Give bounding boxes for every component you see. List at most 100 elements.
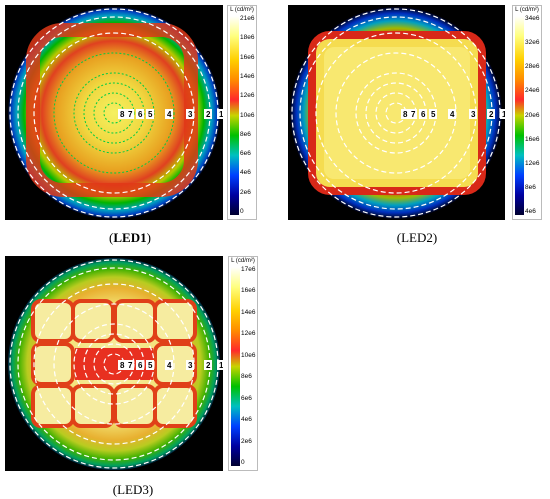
- colorbar-gradient: [515, 16, 524, 215]
- colorbar-tick: 12e6: [241, 330, 256, 338]
- ring-label: 7: [411, 110, 416, 119]
- colorbar-tick: 14e6: [240, 72, 255, 80]
- ring-label: 4: [167, 361, 172, 370]
- colorbar-tick: 8e6: [241, 373, 252, 381]
- ring-label: 1: [502, 110, 505, 119]
- ring-label: 6: [138, 110, 143, 119]
- colorbar-tick: 8e6: [525, 183, 536, 191]
- colorbar-tick: 6e6: [240, 150, 251, 158]
- ring-label: 6: [138, 361, 143, 370]
- ring-label-box: [126, 109, 134, 119]
- ring-label: 2: [489, 110, 494, 119]
- ring-label: 7: [128, 110, 133, 119]
- ring-label: 5: [148, 110, 153, 119]
- colorbar-tick: 16e6: [240, 53, 255, 61]
- colorbar-led2: L (cd/m²) 34e6 32e6 28e6 24e6 20e6 16e6 12e6 8e…: [512, 5, 542, 220]
- ring-label-box: [204, 360, 212, 370]
- caption-led2-text: LED2: [401, 230, 433, 245]
- ring-label: 3: [188, 110, 193, 119]
- ring-label-box: [165, 360, 173, 370]
- ring-label: 4: [450, 110, 455, 119]
- colorbar-tick: 32e6: [525, 39, 540, 47]
- ring-label-box: [448, 109, 456, 119]
- colorbar-tick: 12e6: [525, 159, 540, 167]
- ring-label: 1: [219, 110, 223, 119]
- ring-label-box: [126, 360, 134, 370]
- ring-label: 8: [120, 110, 125, 119]
- ring-label: 3: [188, 361, 193, 370]
- ring-label: 3: [471, 110, 476, 119]
- colorbar-tick: 10e6: [241, 351, 256, 359]
- colorbar-tick: 12e6: [240, 92, 255, 100]
- colorbar-tick: 2e6: [241, 437, 252, 445]
- ring-label-box: [204, 109, 212, 119]
- colorbar-tick: 20e6: [525, 111, 540, 119]
- colorbar-tick: 14e6: [241, 308, 256, 316]
- ring-label-box: [118, 360, 126, 370]
- colorbar-title: L (cd/m²): [231, 258, 255, 264]
- colorbar-tick: 2e6: [240, 188, 251, 196]
- ring-label-box: [217, 109, 223, 119]
- colorbar-tick: 8e6: [240, 130, 251, 138]
- ring-label: 8: [403, 110, 408, 119]
- colorbar-title: L (cd/m²): [230, 7, 254, 13]
- colorbar-tick: 18e6: [240, 34, 255, 42]
- colorbar-tick: 10e6: [240, 111, 255, 119]
- ring-label-box: [500, 109, 505, 119]
- ring-label: 2: [206, 361, 211, 370]
- luminance-field: [8, 7, 220, 219]
- colorbar-tick: 4e6: [240, 169, 251, 177]
- ring-label-box: [165, 109, 173, 119]
- ring-4: [53, 303, 175, 425]
- ring-label-box: [146, 109, 154, 119]
- ring-label-box: [146, 360, 154, 370]
- ring-label: 2: [206, 110, 211, 119]
- colorbar-gradient: [230, 16, 239, 215]
- colorbar-tick: 16e6: [525, 135, 540, 143]
- caption-led1: (LED1): [109, 230, 151, 245]
- colorbar-tick: 28e6: [525, 63, 540, 71]
- ring-label: 4: [167, 110, 172, 119]
- ring-label: 5: [148, 361, 153, 370]
- colorbar-tick: 17e6: [241, 266, 256, 273]
- colorbar-tick: 24e6: [525, 87, 540, 95]
- ring-label-box: [217, 360, 223, 370]
- ring-label: 8: [120, 361, 125, 370]
- colorbar-tick: 34e6: [525, 15, 540, 22]
- colorbar-led3: L (cd/m²) 17e6 16e6 14e6 12e6 10e6 8e6 6e6 4e6 2…: [228, 256, 258, 471]
- led-chip-array: [31, 299, 197, 428]
- colorbar-tick: 0: [241, 459, 245, 466]
- colorbar-led1: L (cd/m²) 21e6 18e6 16e6 14e6 12e6 10e6 8e6 6e6…: [227, 5, 257, 220]
- ring-label-box: [401, 109, 409, 119]
- ring-label-box: [429, 109, 437, 119]
- ring-label-box: [186, 360, 194, 370]
- colorbar-tick: 21e6: [240, 15, 255, 22]
- colorbar-tick: 6e6: [241, 394, 252, 402]
- colorbar-gradient: [231, 267, 240, 466]
- colorbar-tick: 16e6: [241, 287, 256, 295]
- ring-label: 1: [219, 361, 223, 370]
- ring-label-box: [469, 109, 477, 119]
- ring-label-box: [136, 109, 144, 119]
- ring-label: 7: [128, 361, 133, 370]
- colorbar-tick: 0: [240, 208, 244, 215]
- ring-label: 6: [421, 110, 426, 119]
- ring-label-box: [419, 109, 427, 119]
- caption-led3: (LED3): [112, 482, 154, 497]
- ring-label-box: [186, 109, 194, 119]
- ring-label-box: [409, 109, 417, 119]
- bright-core: [324, 47, 470, 179]
- caption-led2: (LED2): [396, 230, 438, 245]
- ring-label-box: [487, 109, 495, 119]
- caption-led1-text: LED1: [113, 230, 147, 245]
- ring-label-box: [118, 109, 126, 119]
- colorbar-tick: 4e6: [241, 416, 252, 424]
- ring-label: 5: [431, 110, 436, 119]
- colorbar-tick: 4e6: [525, 208, 536, 215]
- colorbar-title: L (cd/m²): [515, 7, 539, 13]
